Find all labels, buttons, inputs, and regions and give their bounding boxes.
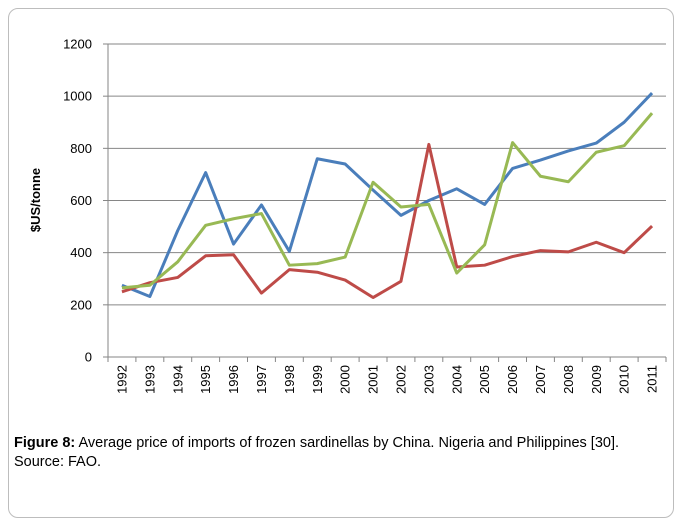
x-tick-label: 1997: [254, 365, 269, 394]
x-tick-label: 1994: [170, 365, 185, 394]
x-tick-label: 2005: [477, 365, 492, 394]
caption-text: Average price of imports of frozen sardi…: [78, 435, 620, 451]
y-tick-label: 1200: [63, 37, 92, 52]
x-tick-label: 2009: [589, 365, 604, 394]
x-tick-label: 2000: [338, 365, 353, 394]
figure-frame: [8, 8, 674, 518]
y-axis-label: $US/tonne: [28, 168, 43, 232]
legend-label: Nigeria: [483, 428, 525, 431]
x-tick-label: 2008: [561, 365, 576, 394]
y-tick-label: 600: [70, 193, 92, 208]
x-tick-label: 2003: [421, 365, 436, 394]
x-tick-label: 1996: [226, 365, 241, 394]
x-tick-label: 2006: [505, 365, 520, 394]
x-tick-label: 2010: [617, 365, 632, 394]
caption-source: Source: FAO.: [14, 454, 102, 470]
x-tick-label: 1992: [114, 365, 129, 394]
legend-label: Philippines: [351, 428, 414, 431]
y-tick-label: 200: [70, 297, 92, 312]
series-line: [121, 92, 654, 298]
x-tick-label: 2002: [393, 365, 408, 394]
x-tick-label: 1998: [282, 365, 297, 394]
x-tick-label: 2001: [366, 365, 381, 394]
x-tick-label: 1999: [310, 365, 325, 394]
x-tick-label: 1995: [198, 365, 213, 394]
caption: Figure 8: Average price of imports of fr…: [14, 434, 664, 472]
y-tick-label: 1000: [63, 89, 92, 104]
chart: $US/tonne 0 200 400 600 800 1000 1200 1992 1993 1…: [28, 37, 667, 431]
y-tick-label: 400: [70, 245, 92, 260]
legend-label: China: [248, 428, 283, 431]
series-line: [121, 142, 654, 300]
y-tick-label: 800: [70, 141, 92, 156]
x-tick-label: 2004: [449, 365, 464, 394]
x-tick-label: 2007: [533, 365, 548, 394]
series-line: [121, 112, 654, 290]
y-tick-label: 0: [85, 350, 92, 365]
x-tick-label: 1993: [142, 365, 157, 394]
caption-label: Figure 8:: [14, 435, 76, 451]
x-tick-label: 2011: [645, 365, 660, 393]
